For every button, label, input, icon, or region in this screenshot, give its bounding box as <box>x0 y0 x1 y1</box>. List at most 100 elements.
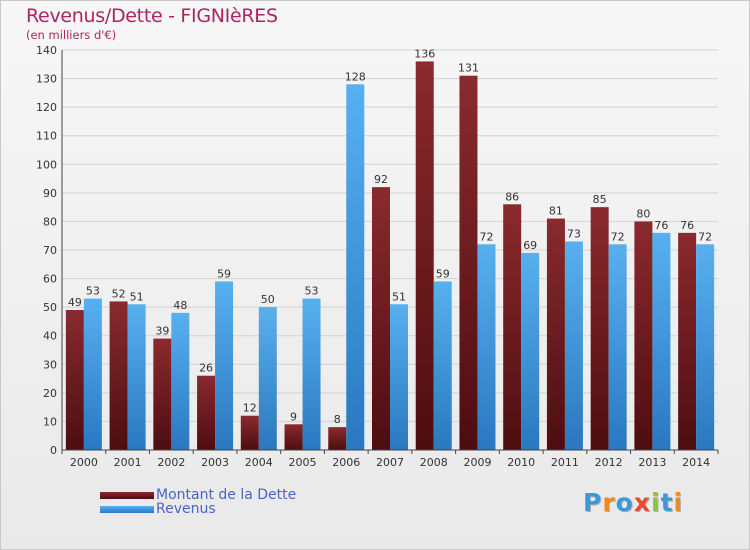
y-tick-label: 60 <box>43 273 57 286</box>
legend-swatch-revenue <box>100 505 154 513</box>
data-label-revenue: 53 <box>86 285 100 298</box>
y-tick-label: 120 <box>36 101 57 114</box>
data-label-revenue: 53 <box>305 285 319 298</box>
bar-revenue <box>608 244 627 450</box>
y-tick-label: 50 <box>43 301 57 314</box>
bar-revenue <box>258 307 277 450</box>
bar-revenue <box>564 241 583 450</box>
bar-revenue <box>127 304 146 450</box>
data-label-revenue: 59 <box>436 267 450 280</box>
bar-revenue <box>83 298 102 450</box>
x-tick-label: 2011 <box>551 456 579 469</box>
data-label-revenue: 69 <box>523 239 537 252</box>
legend-swatch-debt <box>100 491 154 499</box>
logo-letter: i <box>651 488 661 517</box>
data-label-revenue: 76 <box>654 219 668 232</box>
x-tick-label: 2007 <box>376 456 404 469</box>
bar-debt <box>65 310 84 450</box>
chart-subtitle: (en milliers d'€) <box>26 28 117 42</box>
data-label-debt: 86 <box>505 190 519 203</box>
legend-item-revenue: Revenus <box>100 501 216 517</box>
bar-revenue <box>433 281 452 450</box>
data-label-debt: 136 <box>414 47 435 60</box>
data-label-debt: 131 <box>458 62 479 75</box>
data-label-revenue: 51 <box>130 290 144 303</box>
bar-revenue <box>521 252 540 450</box>
bar-debt <box>284 424 303 450</box>
legend-item-debt: Montant de la Dette <box>100 487 296 503</box>
bar-debt <box>153 338 172 450</box>
data-label-debt: 26 <box>199 362 213 375</box>
bar-debt <box>197 375 216 450</box>
data-label-revenue: 48 <box>173 299 187 312</box>
logo-letter: o <box>615 488 634 517</box>
bar-debt <box>415 61 434 451</box>
legend-label-debt: Montant de la Dette <box>156 487 297 503</box>
x-tick-label: 2010 <box>507 456 535 469</box>
x-tick-label: 2002 <box>157 456 185 469</box>
x-tick-label: 2000 <box>70 456 98 469</box>
x-tick-label: 2014 <box>682 456 710 469</box>
y-tick-label: 20 <box>43 387 57 400</box>
bar-debt <box>459 75 478 450</box>
y-tick-label: 10 <box>43 415 57 428</box>
legend-label-revenue: Revenus <box>156 501 216 517</box>
bar-revenue <box>346 84 365 451</box>
bar-debt <box>634 221 653 450</box>
y-tick-label: 30 <box>43 358 57 371</box>
data-label-debt: 39 <box>155 325 169 338</box>
bar-debt <box>372 187 390 450</box>
y-tick-label: 140 <box>36 44 57 57</box>
y-tick-label: 110 <box>36 130 57 143</box>
bar-debt <box>546 218 565 450</box>
data-label-revenue: 51 <box>392 290 406 303</box>
data-label-revenue: 59 <box>217 267 231 280</box>
x-tick-label: 2001 <box>114 456 142 469</box>
bar-debt <box>240 415 259 450</box>
bar-revenue <box>215 281 234 450</box>
x-tick-label: 2009 <box>463 456 491 469</box>
bar-debt <box>678 232 697 450</box>
data-label-revenue: 128 <box>345 70 366 83</box>
bar-debt <box>328 427 347 450</box>
data-label-debt: 49 <box>68 296 82 309</box>
bar-debt <box>109 301 128 450</box>
x-tick-label: 2008 <box>420 456 448 469</box>
x-tick-label: 2012 <box>595 456 623 469</box>
logo-letter: r <box>602 488 616 517</box>
y-tick-label: 40 <box>43 330 57 343</box>
logo-letter: t <box>660 488 674 517</box>
data-label-debt: 9 <box>290 410 297 423</box>
x-tick-label: 2005 <box>289 456 317 469</box>
logo-letter: P <box>583 488 603 517</box>
data-label-debt: 85 <box>593 193 607 206</box>
logo-letter: i <box>673 488 684 517</box>
data-label-debt: 80 <box>636 207 650 220</box>
y-tick-label: 90 <box>43 187 57 200</box>
proxiti-logo: Proxiti <box>583 488 683 517</box>
bar-revenue <box>696 244 715 450</box>
x-tick-label: 2013 <box>638 456 666 469</box>
data-label-revenue: 72 <box>611 230 625 243</box>
data-label-revenue: 50 <box>261 293 275 306</box>
y-tick-label: 80 <box>43 215 57 228</box>
x-tick-label: 2006 <box>332 456 360 469</box>
logo-letter: x <box>633 488 651 517</box>
x-tick-label: 2003 <box>201 456 229 469</box>
data-label-debt: 76 <box>680 219 694 232</box>
bar-revenue <box>652 232 671 450</box>
bar-revenue <box>477 244 496 450</box>
data-label-debt: 12 <box>243 402 257 415</box>
data-label-revenue: 72 <box>479 230 493 243</box>
y-tick-label: 70 <box>43 244 57 257</box>
data-label-debt: 52 <box>112 287 126 300</box>
bar-debt <box>503 204 522 450</box>
bar-revenue <box>390 304 408 450</box>
y-tick-label: 0 <box>50 444 57 457</box>
data-label-revenue: 72 <box>698 230 712 243</box>
data-label-debt: 81 <box>549 205 563 218</box>
bar-debt <box>590 207 609 450</box>
data-label-debt: 8 <box>334 413 341 426</box>
bar-revenue <box>302 298 321 450</box>
